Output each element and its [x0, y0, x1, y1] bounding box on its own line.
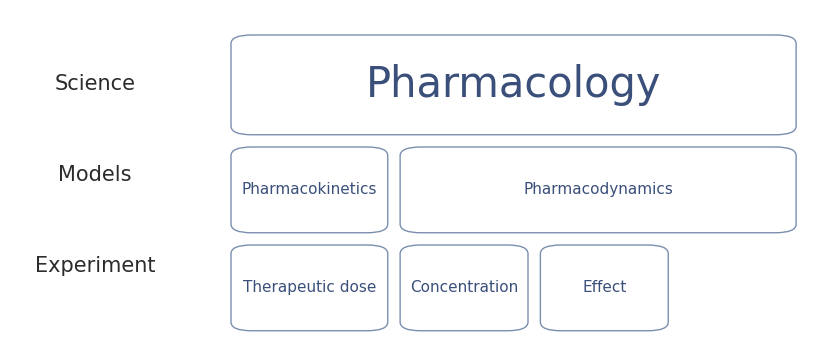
- FancyBboxPatch shape: [400, 245, 528, 331]
- Text: Pharmacodynamics: Pharmacodynamics: [523, 182, 673, 197]
- Text: Science: Science: [54, 74, 135, 94]
- FancyBboxPatch shape: [231, 245, 388, 331]
- Text: Concentration: Concentration: [410, 280, 518, 295]
- FancyBboxPatch shape: [400, 147, 796, 233]
- Text: Effect: Effect: [582, 280, 626, 295]
- Text: Models: Models: [58, 165, 132, 185]
- FancyBboxPatch shape: [540, 245, 668, 331]
- Text: Pharmacology: Pharmacology: [365, 64, 662, 106]
- FancyBboxPatch shape: [231, 147, 388, 233]
- Text: Experiment: Experiment: [35, 256, 155, 276]
- Text: Therapeutic dose: Therapeutic dose: [243, 280, 376, 295]
- FancyBboxPatch shape: [231, 35, 796, 135]
- Text: Pharmacokinetics: Pharmacokinetics: [242, 182, 377, 197]
